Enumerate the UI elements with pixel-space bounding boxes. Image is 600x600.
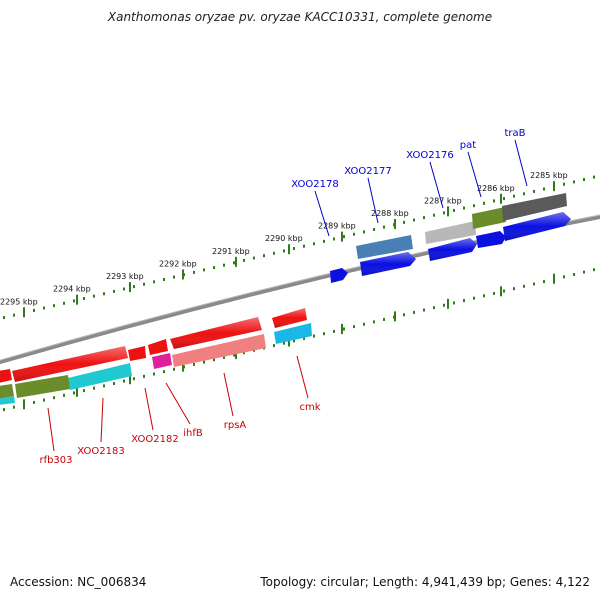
gene-label-trab[interactable]: traB	[504, 128, 525, 139]
upper-tick-ruler	[3, 175, 595, 320]
gene-leader-line	[467, 151, 482, 198]
accession-text: Accession: NC_006834	[10, 575, 147, 589]
feature-olive-edge[interactable]	[0, 384, 14, 399]
gene-leader-line	[165, 382, 191, 425]
gene-leader-lines	[47, 139, 528, 452]
feature-magenta-ihfb[interactable]	[152, 353, 172, 369]
gene-leader-line	[47, 407, 55, 452]
tick-label: 2290 kbp	[265, 234, 303, 243]
gene-ihfb-arrow[interactable]	[148, 339, 168, 355]
tick-label: 2288 kbp	[371, 209, 409, 218]
gene-leader-line	[429, 161, 444, 209]
gene-label-xoo2177[interactable]: XOO2177	[344, 166, 391, 177]
gene-leader-line	[296, 355, 309, 399]
tick-label: 2291 kbp	[212, 247, 250, 256]
gene-label-xoo2182[interactable]: XOO2182	[131, 434, 178, 445]
gene-label-ihfb[interactable]: ihfB	[183, 428, 203, 439]
tick-label: 2289 kbp	[318, 222, 356, 231]
gene-label-xoo2183[interactable]: XOO2183	[77, 446, 124, 457]
top-feature-outer-track	[356, 193, 567, 259]
topology-text: Topology: circular; Length: 4,941,439 bp…	[260, 575, 590, 589]
gene-leader-line	[223, 372, 234, 417]
gene-xoo2182-arrow[interactable]	[128, 346, 146, 361]
feature-grey-dark[interactable]	[502, 193, 567, 221]
feature-olive-rfb303[interactable]	[15, 375, 70, 398]
tick-label: 2287 kbp	[424, 196, 462, 205]
gene-label-rfb303[interactable]: rfb303	[39, 455, 72, 466]
tick-label: 2286 kbp	[477, 184, 515, 193]
lower-tick-ruler	[3, 268, 595, 412]
gene-leader-line	[100, 397, 104, 443]
feature-steelblue[interactable]	[356, 235, 413, 259]
feature-grey-light[interactable]	[425, 221, 476, 244]
gene-rfb303-arrow[interactable]	[0, 369, 12, 383]
feature-cyan-cmk[interactable]	[274, 323, 312, 344]
feature-olive[interactable]	[472, 207, 506, 229]
gene-labels: traB pat XOO2176 XOO2177 XOO2178 cmk rpsA ihfB X…	[39, 128, 525, 466]
feature-pink-rpsa[interactable]	[172, 334, 266, 367]
gene-label-pat[interactable]: pat	[460, 140, 476, 151]
gene-xoo2178-arrow[interactable]	[330, 268, 348, 283]
feature-cyan-edge[interactable]	[0, 396, 15, 405]
bottom-feature-outer-track	[0, 323, 312, 405]
tick-label: 2294 kbp	[53, 285, 91, 294]
gene-leader-line	[514, 139, 528, 187]
gene-pat-arrow[interactable]	[476, 231, 506, 248]
tick-label: 2285 kbp	[530, 171, 568, 180]
tick-label: 2292 kbp	[159, 259, 197, 268]
tick-label: 2295 kbp	[0, 297, 38, 306]
gene-label-xoo2176[interactable]: XOO2176	[406, 150, 453, 161]
feature-cyan-xoo2183[interactable]	[68, 363, 132, 390]
gene-leader-line	[367, 177, 379, 224]
gene-label-xoo2178[interactable]: XOO2178	[291, 179, 338, 190]
gene-label-rpsa[interactable]: rpsA	[224, 420, 247, 431]
feature-shading	[12, 212, 571, 382]
gene-leader-line	[314, 190, 330, 237]
genome-title: Xanthomonas oryzae pv. oryzae KACC10331,…	[107, 10, 493, 24]
gene-label-cmk[interactable]: cmk	[299, 402, 320, 413]
tick-label: 2293 kbp	[106, 272, 144, 281]
gene-leader-line	[144, 387, 154, 431]
tick-labels: 2285 kbp 2286 kbp 2287 kbp 2288 kbp 2289 kbp…	[0, 171, 568, 306]
